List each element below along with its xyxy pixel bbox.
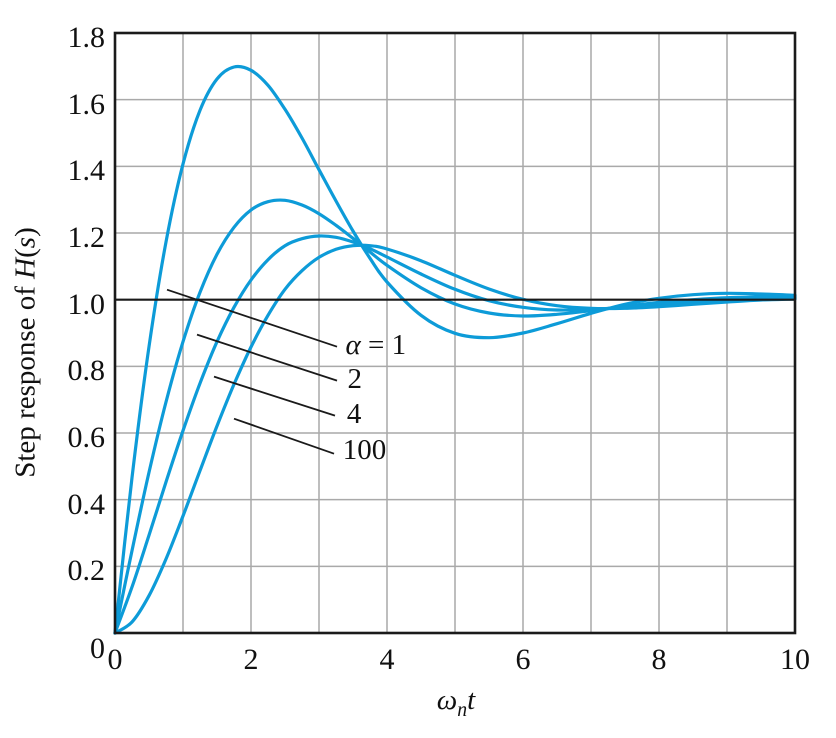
x-tick-label-2: 2 (243, 643, 259, 676)
y-tick-label-0.2: 0.2 (67, 554, 106, 588)
curve-label-alpha-1: α = 1 (345, 328, 407, 361)
y-tick-label-1.0: 1.0 (67, 287, 106, 321)
leader-line-alpha-1 (166, 288, 338, 348)
x-tick-label-6: 6 (515, 643, 531, 676)
leader-line-alpha-4 (213, 375, 336, 417)
plot-frame (113, 31, 797, 635)
curve-label-alpha-2: 2 (347, 362, 363, 395)
curve-alpha-100 (113, 243, 797, 635)
y-tick-label-1.6: 1.6 (67, 87, 106, 121)
y-tick-label-0.6: 0.6 (67, 421, 106, 454)
leader-line-alpha-100 (233, 417, 335, 455)
x-axis-title: ωnt (436, 684, 476, 721)
curve-alpha-1 (113, 64, 797, 635)
y-tick-label-0.4: 0.4 (67, 487, 106, 521)
y-tick-label-0.8: 0.8 (67, 354, 106, 388)
y-tick-label-1.8: 1.8 (67, 21, 106, 54)
x-tick-label-10: 10 (780, 643, 810, 676)
leader-line-alpha-2 (196, 333, 338, 382)
y-tick-label-1.4: 1.4 (67, 154, 106, 188)
y-tick-label-0: 0 (90, 632, 105, 665)
curve-label-alpha-100: 100 (342, 433, 387, 466)
x-tick-label-4: 4 (379, 643, 395, 676)
x-tick-label-8: 8 (651, 643, 667, 676)
y-tick-label-1.2: 1.2 (67, 221, 106, 254)
curve-label-alpha-4: 4 (346, 397, 362, 430)
x-tick-label-0: 0 (107, 643, 123, 676)
